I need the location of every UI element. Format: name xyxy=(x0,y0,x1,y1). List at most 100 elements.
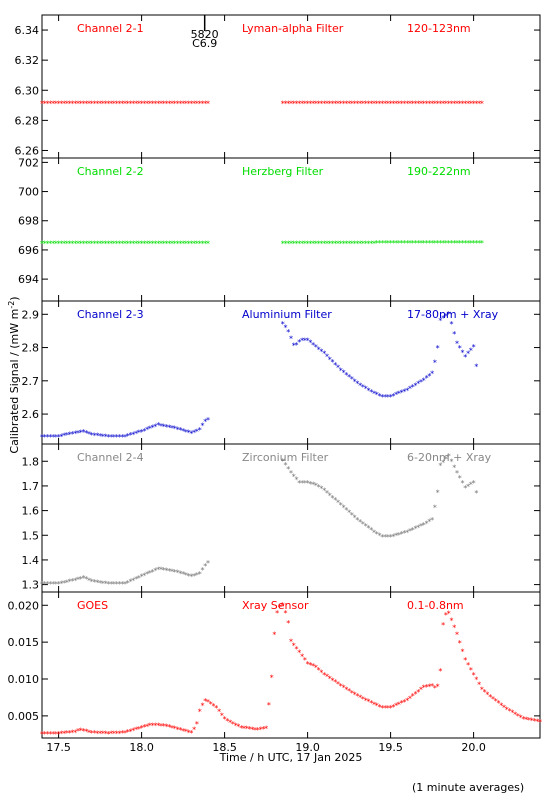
data-point: * xyxy=(325,352,329,361)
data-point: * xyxy=(317,239,321,248)
data-point: * xyxy=(389,239,393,248)
data-point: * xyxy=(314,663,318,672)
data-point: * xyxy=(414,690,418,699)
data-point: * xyxy=(355,380,359,389)
data-point: * xyxy=(192,572,196,581)
data-point: * xyxy=(153,240,157,249)
data-point: * xyxy=(372,390,376,399)
data-point: * xyxy=(300,336,304,345)
data-point: * xyxy=(364,99,368,108)
data-point: * xyxy=(286,619,290,628)
data-point: * xyxy=(308,99,312,108)
data-point: * xyxy=(253,726,257,735)
data-point: * xyxy=(159,422,163,431)
data-point: * xyxy=(57,580,61,589)
data-point: * xyxy=(151,99,155,108)
data-point: * xyxy=(95,729,99,738)
data-point: * xyxy=(54,433,58,442)
data-point: * xyxy=(51,433,55,442)
y-tick-label: 6.26 xyxy=(15,144,40,157)
data-point: * xyxy=(187,728,191,737)
data-point: * xyxy=(70,577,74,586)
data-point: * xyxy=(106,580,110,589)
data-point: * xyxy=(220,711,224,720)
data-point: * xyxy=(480,686,484,695)
filter-label: Zirconium Filter xyxy=(242,451,329,464)
data-point: * xyxy=(380,533,384,542)
data-point: * xyxy=(48,580,52,589)
data-point: * xyxy=(353,690,357,699)
data-point: * xyxy=(203,418,207,427)
data-point: * xyxy=(438,239,442,248)
data-point: * xyxy=(192,240,196,249)
data-point: * xyxy=(347,239,351,248)
data-point: * xyxy=(378,532,382,541)
data-point: * xyxy=(46,240,50,249)
data-point: * xyxy=(156,240,160,249)
data-point: * xyxy=(173,425,177,434)
data-point: * xyxy=(369,699,373,708)
data-point: * xyxy=(322,671,326,680)
data-point: * xyxy=(239,724,243,733)
data-point: * xyxy=(165,567,169,576)
data-point: * xyxy=(93,729,97,738)
data-point: * xyxy=(452,623,456,632)
data-point: * xyxy=(173,240,177,249)
data-point: * xyxy=(181,427,185,436)
data-point: * xyxy=(347,99,351,108)
data-point: * xyxy=(397,700,401,709)
data-point: * xyxy=(347,509,351,518)
data-point: * xyxy=(297,240,301,249)
data-point: * xyxy=(206,416,210,425)
data-point: * xyxy=(281,99,285,108)
data-point: * xyxy=(151,240,155,249)
data-point: * xyxy=(386,533,390,542)
data-point: * xyxy=(405,528,409,537)
data-point: * xyxy=(319,99,323,108)
data-point: * xyxy=(223,715,227,724)
data-point: * xyxy=(151,722,155,731)
data-point: * xyxy=(73,728,77,737)
data-point: * xyxy=(84,728,88,737)
data-point: * xyxy=(181,570,185,579)
data-point: * xyxy=(48,433,52,442)
data-point: * xyxy=(134,726,138,735)
data-point: * xyxy=(82,727,86,736)
data-point: * xyxy=(449,617,453,626)
data-point: * xyxy=(292,99,296,108)
data-point: * xyxy=(173,725,177,734)
data-point: * xyxy=(389,533,393,542)
data-point: * xyxy=(308,661,312,670)
data-point: * xyxy=(195,240,199,249)
data-point: * xyxy=(483,688,487,697)
panel-frame xyxy=(41,443,541,593)
data-point: * xyxy=(372,700,376,709)
data-point: * xyxy=(145,426,149,435)
data-point: * xyxy=(79,575,83,584)
filter-label: Herzberg Filter xyxy=(242,165,324,178)
data-point: * xyxy=(477,99,481,108)
data-point: * xyxy=(200,422,204,431)
data-point: * xyxy=(366,524,370,533)
data-point: * xyxy=(104,730,108,739)
y-tick-label: 698 xyxy=(18,215,39,228)
y-axis-title-text: Calibrated Signal / (mW m xyxy=(8,309,21,454)
data-point: * xyxy=(364,239,368,248)
data-point: * xyxy=(364,522,368,531)
data-point: * xyxy=(449,458,453,467)
data-point: * xyxy=(79,726,83,735)
data-point: * xyxy=(441,314,445,323)
data-point: * xyxy=(129,240,133,249)
y-tick-label: 0.020 xyxy=(8,599,40,612)
data-point: * xyxy=(259,726,263,735)
data-point: * xyxy=(65,729,69,738)
data-point: * xyxy=(189,240,193,249)
y-tick-label: 6.34 xyxy=(15,24,40,37)
data-point: * xyxy=(317,99,321,108)
data-point: * xyxy=(203,99,207,108)
data-point: * xyxy=(145,99,149,108)
data-point: * xyxy=(87,728,91,737)
data-point: * xyxy=(62,729,66,738)
data-point: * xyxy=(195,427,199,436)
data-point: * xyxy=(394,532,398,541)
